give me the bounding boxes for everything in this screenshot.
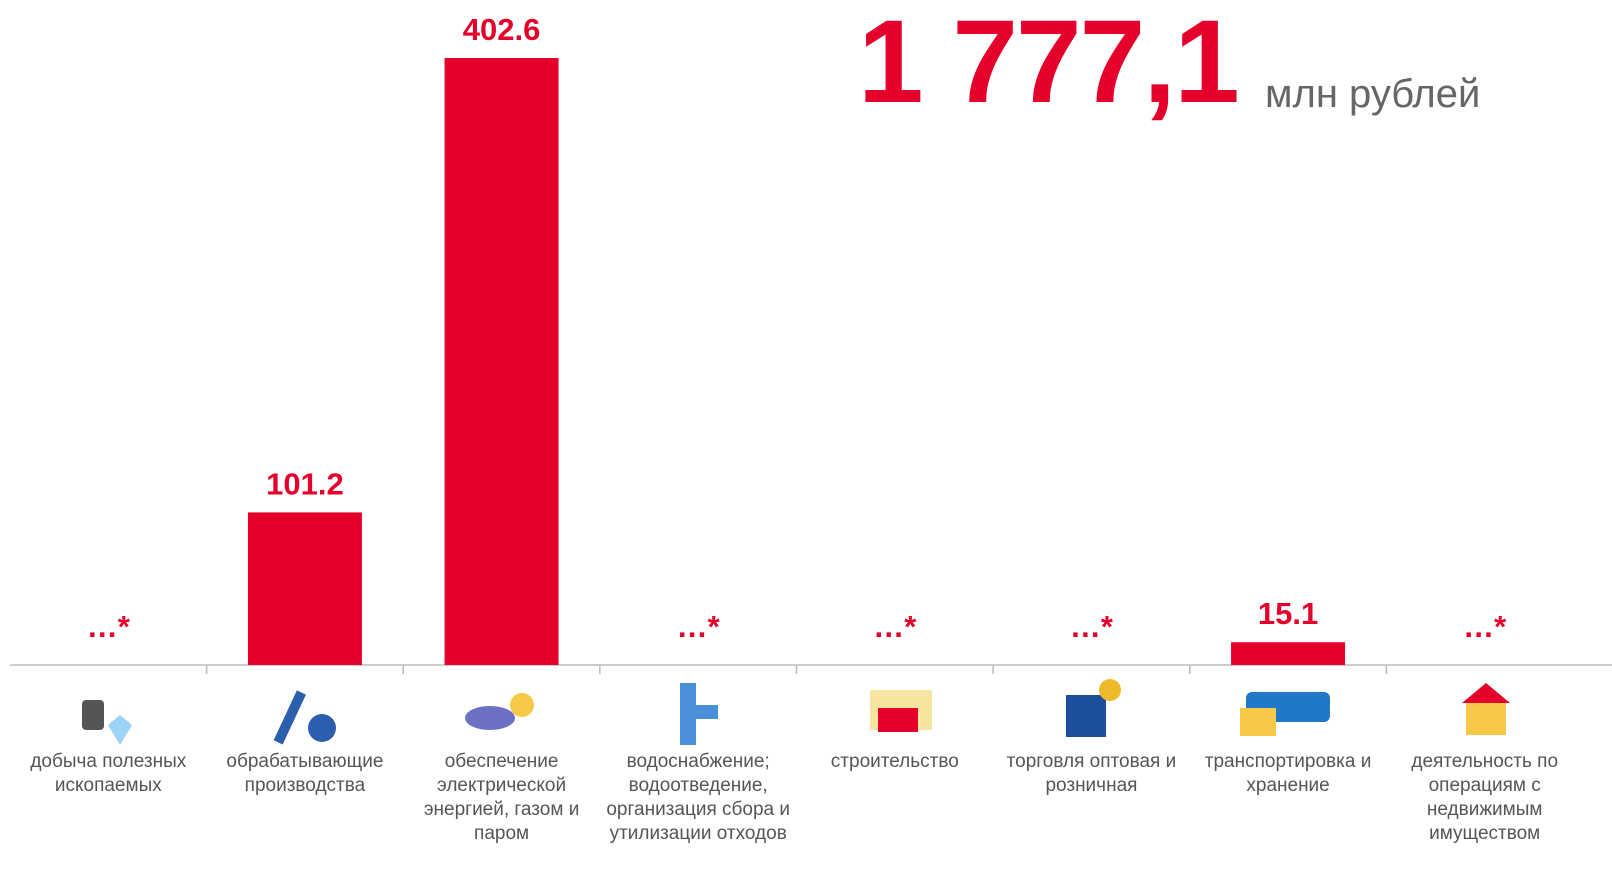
icon	[1099, 679, 1121, 701]
x-tick-label: строительство	[830, 751, 959, 772]
x-tick-label: транспортировка и хранение	[1204, 751, 1372, 796]
icon	[1066, 695, 1106, 737]
value-label: …*	[87, 609, 131, 644]
bar	[444, 58, 559, 665]
icon	[1466, 703, 1506, 735]
icon	[1240, 708, 1276, 736]
icon	[465, 706, 515, 730]
value-label: …*	[1070, 609, 1114, 644]
bar	[1231, 642, 1346, 665]
icon	[680, 683, 696, 745]
icons	[82, 679, 1510, 745]
icon	[878, 708, 918, 732]
icon	[273, 690, 306, 745]
value-label: 101.2	[266, 466, 344, 501]
x-tick-label: добыча полезных ископаемых	[30, 751, 187, 796]
x-tick-label: обрабатывающие производства	[226, 751, 384, 796]
value-label: …*	[873, 609, 917, 644]
x-tick-label: торговля оптовая и розничная	[1006, 751, 1177, 796]
x-tick-label: обеспечение электрической энергией, газо…	[423, 751, 580, 844]
icon	[510, 693, 534, 717]
icon	[696, 705, 718, 719]
x-tick-label: деятельность по операциям с недвижимым и…	[1411, 751, 1559, 844]
value-label: 402.6	[463, 12, 541, 47]
total-unit: млн рублей	[1265, 72, 1481, 116]
bar	[247, 512, 362, 665]
value-label: …*	[1463, 609, 1507, 644]
icon	[308, 714, 336, 742]
icon	[1462, 683, 1510, 703]
icon	[82, 700, 104, 730]
x-tick-label: водоснабжение; водоотведение, организаци…	[606, 751, 790, 844]
icon	[108, 715, 132, 745]
value-label: 15.1	[1258, 596, 1318, 631]
value-label: …*	[677, 609, 721, 644]
total-value: 1 777,1	[858, 0, 1240, 128]
